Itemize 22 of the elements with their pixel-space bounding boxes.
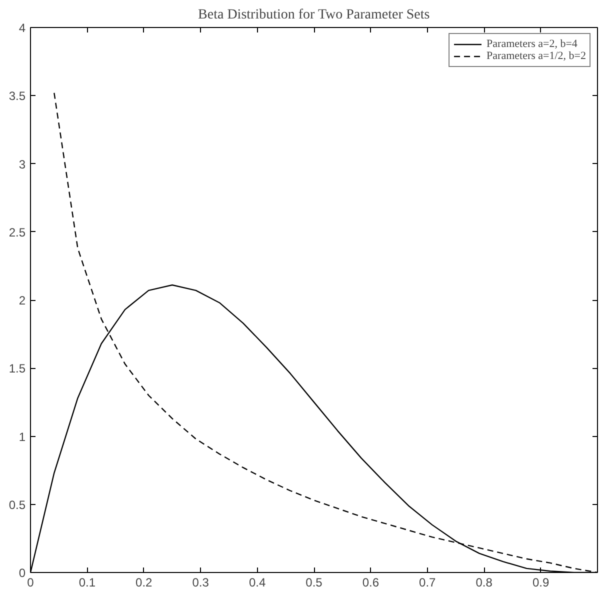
x-tick-label: 0.9 [532,576,550,590]
y-tick-label: 0.5 [8,498,26,512]
x-tick-label: 0.4 [248,576,266,590]
x-tick-label: 0.8 [476,576,493,590]
legend-label: Parameters a=2, b=4 [486,38,578,50]
x-tick-label: 0.1 [78,576,96,590]
y-tick-label: 1 [18,430,26,444]
y-tick-label: 2.5 [8,225,26,240]
x-tick-label: 0.5 [306,576,323,590]
x-tick-label: 0.3 [192,576,210,590]
y-tick-label: 4 [18,21,26,35]
y-tick-label: 3.5 [8,89,26,104]
x-tick-label: 0.2 [136,576,153,590]
chart-title: Beta Distribution for Two Parameter Sets [198,8,430,22]
x-tick-label: 0.6 [362,576,380,590]
x-tick-label: 0.7 [419,576,436,590]
y-tick-label: 2 [18,294,26,308]
y-tick-label: 1.5 [8,362,26,376]
y-tick-label: 0 [18,566,26,580]
legend-label: Parameters a=1/2, b=2 [486,50,586,62]
y-tick-label: 3 [18,157,26,172]
x-tick-label: 0 [27,576,34,590]
